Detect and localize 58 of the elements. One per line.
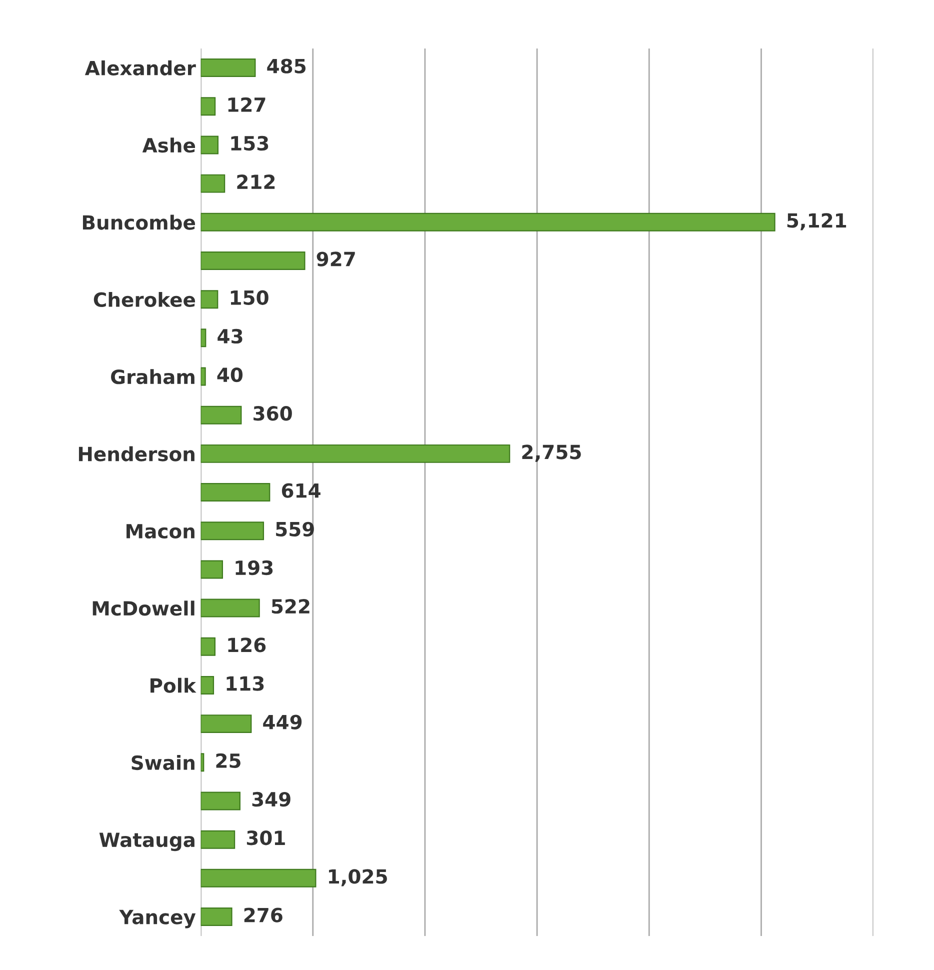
bar — [200, 406, 242, 424]
data-label: 276 — [244, 908, 282, 922]
bar — [200, 483, 270, 502]
data-label: 40 — [217, 367, 243, 382]
y-tick-label: Yancey — [119, 910, 196, 928]
data-label: 522 — [272, 598, 310, 614]
data-label: 349 — [252, 792, 290, 807]
bar — [200, 598, 260, 618]
data-label: 126 — [228, 638, 266, 652]
y-tick-label: Alexander — [84, 60, 196, 76]
bar — [200, 792, 240, 810]
bar — [200, 444, 510, 463]
bar — [200, 830, 236, 849]
bar — [200, 522, 264, 540]
data-label: 485 — [267, 58, 306, 74]
data-label: 449 — [263, 714, 302, 730]
bar — [200, 908, 232, 926]
data-label: 150 — [230, 290, 268, 305]
bar — [200, 868, 316, 888]
y-tick-label: Buncombe — [82, 214, 196, 230]
data-label: 360 — [254, 406, 292, 421]
bar — [200, 174, 226, 193]
y-tick-label: Swain — [132, 755, 194, 770]
data-label: 193 — [236, 560, 273, 576]
bar — [200, 58, 256, 78]
bar — [200, 753, 204, 772]
data-label: 5,121 — [787, 213, 846, 230]
data-label: 113 — [226, 676, 264, 691]
data-label: 1,025 — [328, 869, 387, 886]
bar — [200, 676, 214, 694]
y-tick-label: Macon — [126, 524, 194, 539]
data-label: 301 — [246, 830, 285, 846]
bar — [200, 560, 223, 579]
data-label: 2,755 — [522, 444, 581, 462]
data-label: 25 — [216, 753, 240, 768]
data-label: 212 — [237, 174, 275, 189]
bar — [200, 637, 216, 656]
data-label: 614 — [282, 483, 320, 498]
bar — [200, 136, 219, 154]
bar — [200, 714, 252, 734]
y-tick-label: Cherokee — [94, 292, 196, 307]
bar — [200, 212, 776, 232]
data-label: 559 — [276, 522, 314, 537]
bar — [200, 97, 216, 116]
y-tick-label: Graham — [111, 369, 194, 384]
y-tick-label: Henderson — [78, 446, 194, 462]
bar — [200, 290, 218, 309]
y-tick-label: McDowell — [92, 600, 194, 616]
data-label: 927 — [316, 252, 355, 266]
bar — [200, 328, 206, 348]
data-label: 43 — [218, 328, 242, 344]
bar — [200, 367, 206, 386]
bar — [200, 252, 306, 270]
y-tick-label: Ashe — [142, 138, 196, 153]
data-label: 127 — [228, 97, 266, 112]
data-label: 153 — [231, 136, 268, 151]
y-tick-label: Polk — [150, 678, 196, 693]
y-tick-label: Watauga — [99, 832, 194, 852]
